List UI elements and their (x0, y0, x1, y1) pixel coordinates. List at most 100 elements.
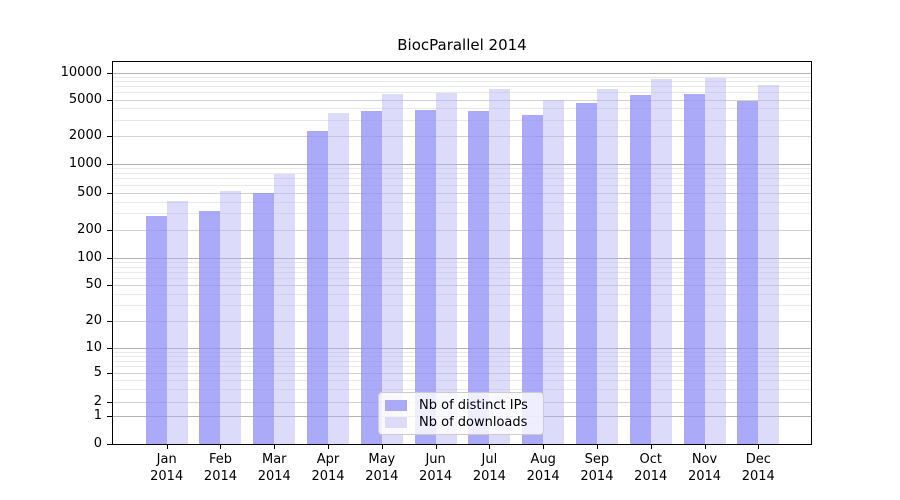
y-tick-mark (107, 99, 112, 101)
gridline-major (113, 99, 811, 101)
gridline-minor (113, 262, 811, 264)
gridline-minor (113, 277, 811, 279)
y-tick-mark (107, 285, 112, 286)
gridline-major (113, 372, 811, 374)
gridline-major (113, 348, 811, 349)
x-tick-mark (274, 444, 276, 449)
x-tick-mark (489, 444, 491, 449)
gridline-minor (113, 271, 811, 273)
x-tick-mark (166, 444, 168, 449)
x-tick-mark (704, 444, 706, 449)
y-tick-mark (107, 163, 112, 165)
x-tick-mark (381, 444, 383, 449)
gridline-minor (113, 184, 811, 186)
bar-downloads (220, 190, 242, 444)
x-tick-year: 2014 (687, 469, 722, 484)
bar-distinct-ips (360, 111, 382, 444)
x-tick-label: May 2014 (350, 451, 414, 485)
gridline-major (113, 192, 811, 194)
x-tick-label: Nov 2014 (673, 451, 737, 485)
y-tick-label: 100 (77, 250, 102, 265)
x-tick-mark (650, 444, 652, 449)
bar-distinct-ips (522, 114, 544, 444)
gridline-major (113, 258, 811, 259)
gridline-major (113, 321, 811, 322)
x-tick-year: 2014 (311, 469, 345, 484)
x-tick-year: 2014 (203, 469, 238, 484)
gridline-minor (113, 360, 811, 362)
gridline-minor (113, 119, 811, 121)
legend-label-distinct-ips: Nb of distinct IPs (419, 398, 528, 413)
bar-downloads (596, 89, 618, 444)
gridline-minor (113, 213, 811, 215)
x-tick-label: Dec 2014 (726, 451, 790, 485)
y-tick-mark (107, 230, 112, 231)
y-tick-mark (107, 401, 112, 403)
y-tick-label: 200 (77, 222, 102, 237)
bar-downloads (489, 89, 511, 444)
x-tick-label: Jan 2014 (135, 451, 199, 485)
y-tick-label: 500 (77, 184, 102, 200)
y-tick-mark (107, 372, 112, 374)
gridline-minor (113, 351, 811, 353)
gridline-minor (113, 76, 811, 78)
x-tick-year: 2014 (419, 469, 453, 484)
y-tick-label: 10000 (60, 64, 102, 80)
x-tick-label: Apr 2014 (296, 451, 360, 485)
gridline-minor (113, 172, 811, 174)
x-tick-label: Sep 2014 (565, 451, 629, 485)
bar-downloads (274, 173, 296, 444)
y-tick-mark (107, 348, 112, 349)
gridline-minor (113, 178, 811, 180)
gridline-minor (113, 305, 811, 307)
y-tick-label: 2000 (68, 128, 102, 143)
x-tick-mark (543, 444, 545, 449)
x-tick-label: Oct 2014 (619, 451, 683, 485)
x-tick-mark (328, 444, 330, 449)
gridline-major (113, 72, 811, 74)
bar-distinct-ips (629, 95, 651, 444)
bar-distinct-ips (253, 193, 275, 444)
x-tick-year: 2014 (257, 469, 291, 484)
y-tick-mark (107, 416, 112, 417)
x-tick-label: Aug 2014 (511, 451, 575, 485)
x-tick-year: 2014 (580, 469, 614, 484)
x-tick-label: Feb 2014 (188, 451, 252, 485)
x-tick-mark (758, 444, 760, 449)
y-tick-mark (107, 192, 112, 194)
bar-downloads (543, 99, 565, 444)
legend-label-downloads: Nb of downloads (419, 415, 528, 430)
bar-distinct-ips (737, 100, 759, 444)
legend-swatch-downloads (385, 417, 407, 428)
gridline-major (113, 285, 811, 286)
bar-downloads (435, 93, 457, 444)
y-tick-mark (107, 321, 112, 322)
bar-distinct-ips (307, 131, 329, 444)
x-tick-year: 2014 (472, 469, 506, 484)
y-tick-label: 20 (85, 313, 102, 328)
x-tick-mark (435, 444, 437, 449)
x-tick-label: Mar 2014 (242, 451, 306, 485)
y-tick-label: 1000 (68, 155, 102, 171)
gridline-minor (113, 388, 811, 390)
legend-swatch-distinct-ips (385, 400, 407, 411)
legend: Nb of distinct IPs Nb of downloads (378, 392, 544, 435)
bar-distinct-ips (468, 110, 490, 444)
x-tick-year: 2014 (634, 469, 668, 484)
y-tick-mark (107, 444, 112, 445)
y-tick-label: 0 (93, 436, 102, 451)
gridline-minor (113, 355, 811, 357)
bar-downloads (758, 84, 780, 444)
x-tick-year: 2014 (741, 469, 775, 484)
bar-distinct-ips (683, 94, 705, 444)
gridline-minor (113, 86, 811, 88)
gridline-minor (113, 81, 811, 83)
bar-downloads (704, 77, 726, 444)
y-tick-mark (107, 72, 112, 74)
x-tick-mark (220, 444, 222, 449)
gridline-minor (113, 379, 811, 381)
x-tick-year: 2014 (365, 469, 399, 484)
x-tick-year: 2014 (150, 469, 184, 484)
bar-distinct-ips (199, 210, 221, 444)
gridline-major (113, 230, 811, 231)
